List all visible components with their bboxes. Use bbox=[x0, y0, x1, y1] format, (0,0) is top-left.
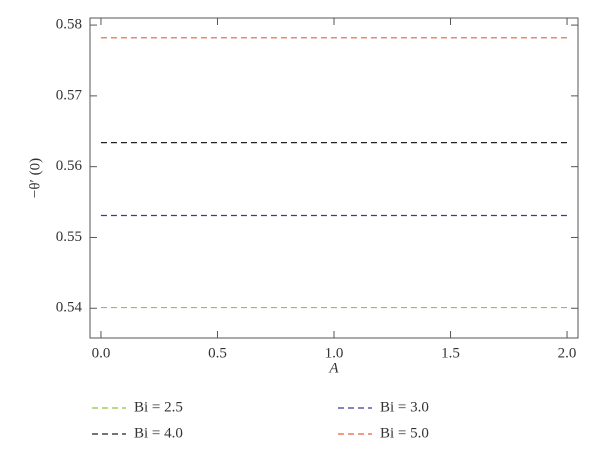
x-tick-label: 0.5 bbox=[208, 345, 227, 361]
legend-label: Bi = 3.0 bbox=[380, 399, 429, 415]
y-tick-label: 0.54 bbox=[56, 300, 83, 316]
y-tick-label: 0.57 bbox=[56, 87, 83, 103]
legend-label: Bi = 5.0 bbox=[380, 425, 429, 441]
plot-frame bbox=[89, 17, 579, 339]
y-tick-label: 0.58 bbox=[56, 17, 82, 33]
y-tick-label: 0.55 bbox=[56, 229, 82, 245]
y-tick-label: 0.56 bbox=[56, 158, 83, 174]
legend-label: Bi = 2.5 bbox=[134, 399, 183, 415]
x-tick-label: 1.0 bbox=[325, 345, 344, 361]
x-axis-label: A bbox=[328, 360, 339, 376]
y-axis-label: −θ′ (0) bbox=[27, 158, 43, 198]
x-tick-label: 1.5 bbox=[441, 345, 460, 361]
x-tick-label: 0.0 bbox=[92, 345, 111, 361]
x-tick-label: 2.0 bbox=[558, 345, 577, 361]
legend-label: Bi = 4.0 bbox=[134, 425, 183, 441]
